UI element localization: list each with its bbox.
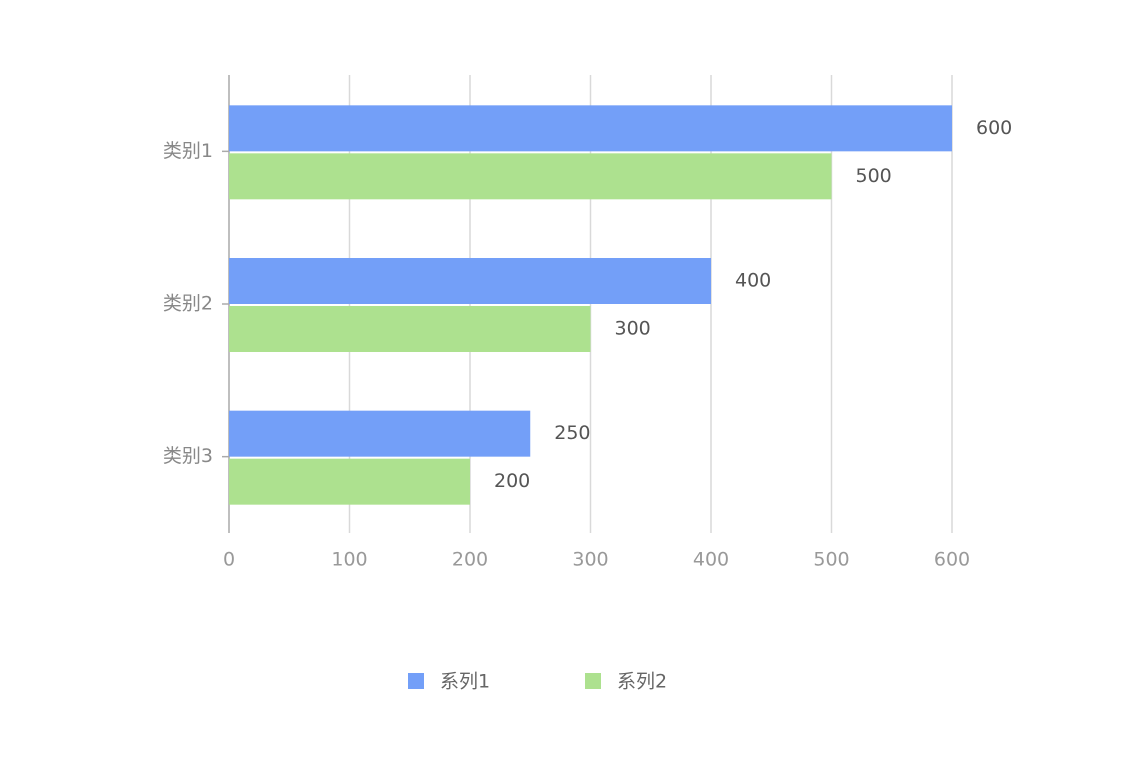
legend-label: 系列2 [617,671,667,693]
x-tick-label: 600 [934,549,970,571]
value-label: 300 [615,318,651,340]
x-tick-label: 400 [693,549,729,571]
bar [229,258,711,304]
bar [229,410,531,457]
bar [229,306,591,352]
value-label: 200 [494,470,530,492]
value-label: 400 [735,270,771,292]
y-tick-label: 类别1 [163,140,213,162]
y-tick-label: 类别2 [163,293,213,315]
legend-swatch [585,673,601,689]
value-label: 500 [856,165,892,187]
legend-label: 系列1 [440,671,490,693]
x-tick-label: 200 [452,549,488,571]
value-label: 250 [554,422,590,444]
x-tick-label: 300 [572,549,608,571]
x-tick-label: 500 [813,549,849,571]
bar [229,153,832,200]
x-tick-label: 100 [331,549,367,571]
bar [229,458,470,505]
x-tick-label: 0 [223,549,235,571]
value-label: 600 [976,117,1012,139]
legend-swatch [408,673,424,689]
y-tick-label: 类别3 [163,445,213,467]
bar [229,105,952,152]
